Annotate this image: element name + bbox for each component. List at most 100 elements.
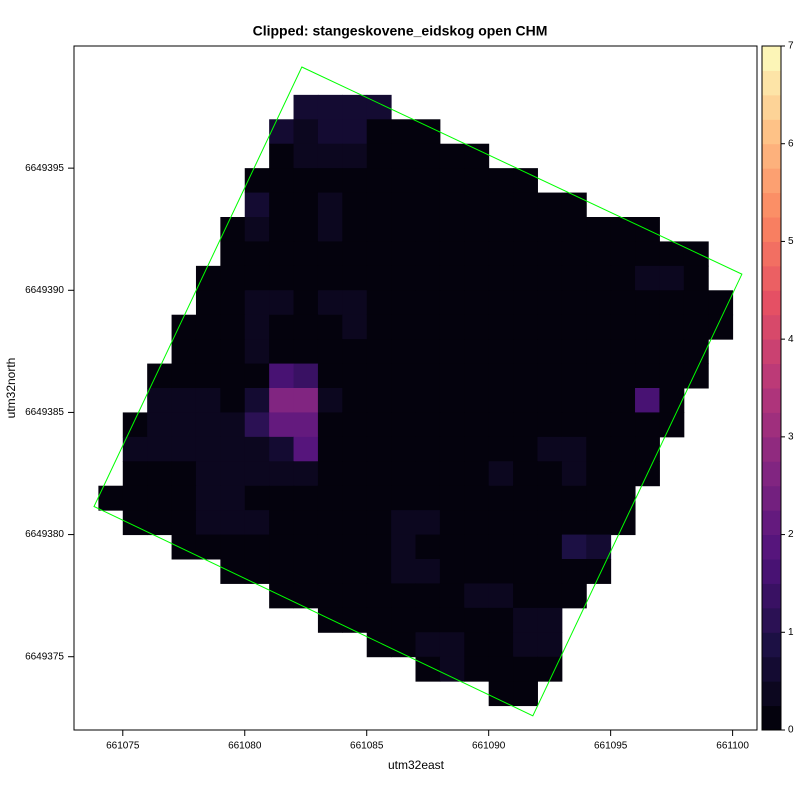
raster-cell	[415, 510, 441, 536]
raster-cell	[195, 436, 221, 462]
raster-cell	[293, 290, 319, 316]
raster-cell	[537, 217, 563, 242]
raster-cell	[195, 412, 221, 438]
raster-cell	[391, 436, 416, 462]
raster-cell	[513, 656, 538, 682]
raster-cell	[220, 510, 246, 536]
raster-cell	[342, 143, 368, 169]
raster-cell	[659, 363, 685, 389]
raster-cell	[244, 192, 270, 218]
raster-cell	[610, 265, 636, 291]
raster-cell	[561, 583, 587, 609]
raster-cell	[439, 314, 465, 340]
raster-cell	[269, 388, 295, 413]
raster-cell	[635, 388, 660, 413]
raster-cell	[537, 388, 563, 413]
raster-cell	[586, 559, 612, 584]
raster-cell	[342, 94, 368, 120]
raster-cell	[195, 461, 221, 487]
raster-cell	[269, 143, 295, 169]
raster-cell	[366, 583, 392, 609]
raster-cell	[171, 510, 197, 536]
raster-cell	[415, 168, 441, 194]
raster-cell	[439, 363, 465, 389]
raster-cell	[366, 363, 392, 389]
raster-cell	[342, 265, 368, 291]
raster-cell	[171, 388, 197, 413]
raster-cell	[391, 168, 416, 194]
raster-cell	[269, 559, 295, 584]
raster-cell	[269, 363, 295, 389]
raster-cell	[366, 461, 392, 487]
raster-cell	[147, 485, 173, 511]
raster-cell	[439, 559, 465, 584]
raster-cell	[513, 314, 538, 340]
raster-cell	[415, 143, 441, 169]
colorbar-band	[762, 485, 781, 511]
raster-cell	[561, 436, 587, 462]
raster-cell	[561, 192, 587, 218]
raster-cell	[439, 217, 465, 242]
raster-cell	[464, 412, 490, 438]
raster-cell	[513, 265, 538, 291]
y-axis-label: utm32north	[4, 358, 18, 419]
raster-cell	[415, 339, 441, 365]
raster-cell	[366, 412, 392, 438]
raster-cell	[415, 217, 441, 242]
raster-cell	[464, 632, 490, 658]
raster-cell	[537, 363, 563, 389]
raster-cell	[366, 388, 392, 413]
raster-cell	[244, 412, 270, 438]
raster-cell	[561, 339, 587, 365]
raster-cell	[293, 314, 319, 340]
raster-cell	[537, 583, 563, 609]
raster-cell	[488, 583, 514, 609]
raster-cell	[342, 436, 368, 462]
raster-cell	[464, 436, 490, 462]
raster-cell	[415, 534, 441, 560]
raster-cell	[488, 290, 514, 316]
raster-cell	[342, 290, 368, 316]
raster-cell	[561, 388, 587, 413]
raster-cell	[439, 143, 465, 169]
raster-cell	[586, 217, 612, 242]
raster-cell	[317, 143, 343, 169]
raster-cell	[464, 290, 490, 316]
raster-cell	[220, 534, 246, 560]
raster-cell	[488, 534, 514, 560]
raster-cell	[561, 534, 587, 560]
raster-cell	[122, 461, 148, 487]
raster-cell	[464, 388, 490, 413]
raster-cell	[464, 461, 490, 487]
raster-cell	[147, 510, 173, 536]
colorbar-band	[762, 339, 781, 365]
raster-cell	[513, 510, 538, 536]
raster-cell	[195, 485, 221, 511]
raster-cell	[439, 461, 465, 487]
raster-cell	[415, 119, 441, 145]
raster-cell	[269, 436, 295, 462]
raster-cell	[439, 290, 465, 316]
raster-cell	[635, 265, 660, 291]
raster-cell	[683, 241, 709, 267]
raster-cell	[244, 265, 270, 291]
colorbar-tick-label: 0	[788, 725, 794, 736]
raster-cell	[415, 265, 441, 291]
raster-cell	[586, 388, 612, 413]
raster-cell	[488, 339, 514, 365]
raster-cell	[391, 143, 416, 169]
raster-cell	[635, 290, 660, 316]
raster-cell	[293, 388, 319, 413]
raster-cell	[464, 217, 490, 242]
raster-cell	[415, 290, 441, 316]
raster-cell	[391, 363, 416, 389]
raster-cell	[98, 485, 124, 511]
raster-cell	[586, 314, 612, 340]
raster-cell	[513, 290, 538, 316]
raster-cell	[586, 363, 612, 389]
raster-cell	[488, 656, 514, 682]
raster-cell	[561, 559, 587, 584]
raster-cell	[488, 217, 514, 242]
colorbar-band	[762, 314, 781, 340]
raster-cell	[220, 314, 246, 340]
